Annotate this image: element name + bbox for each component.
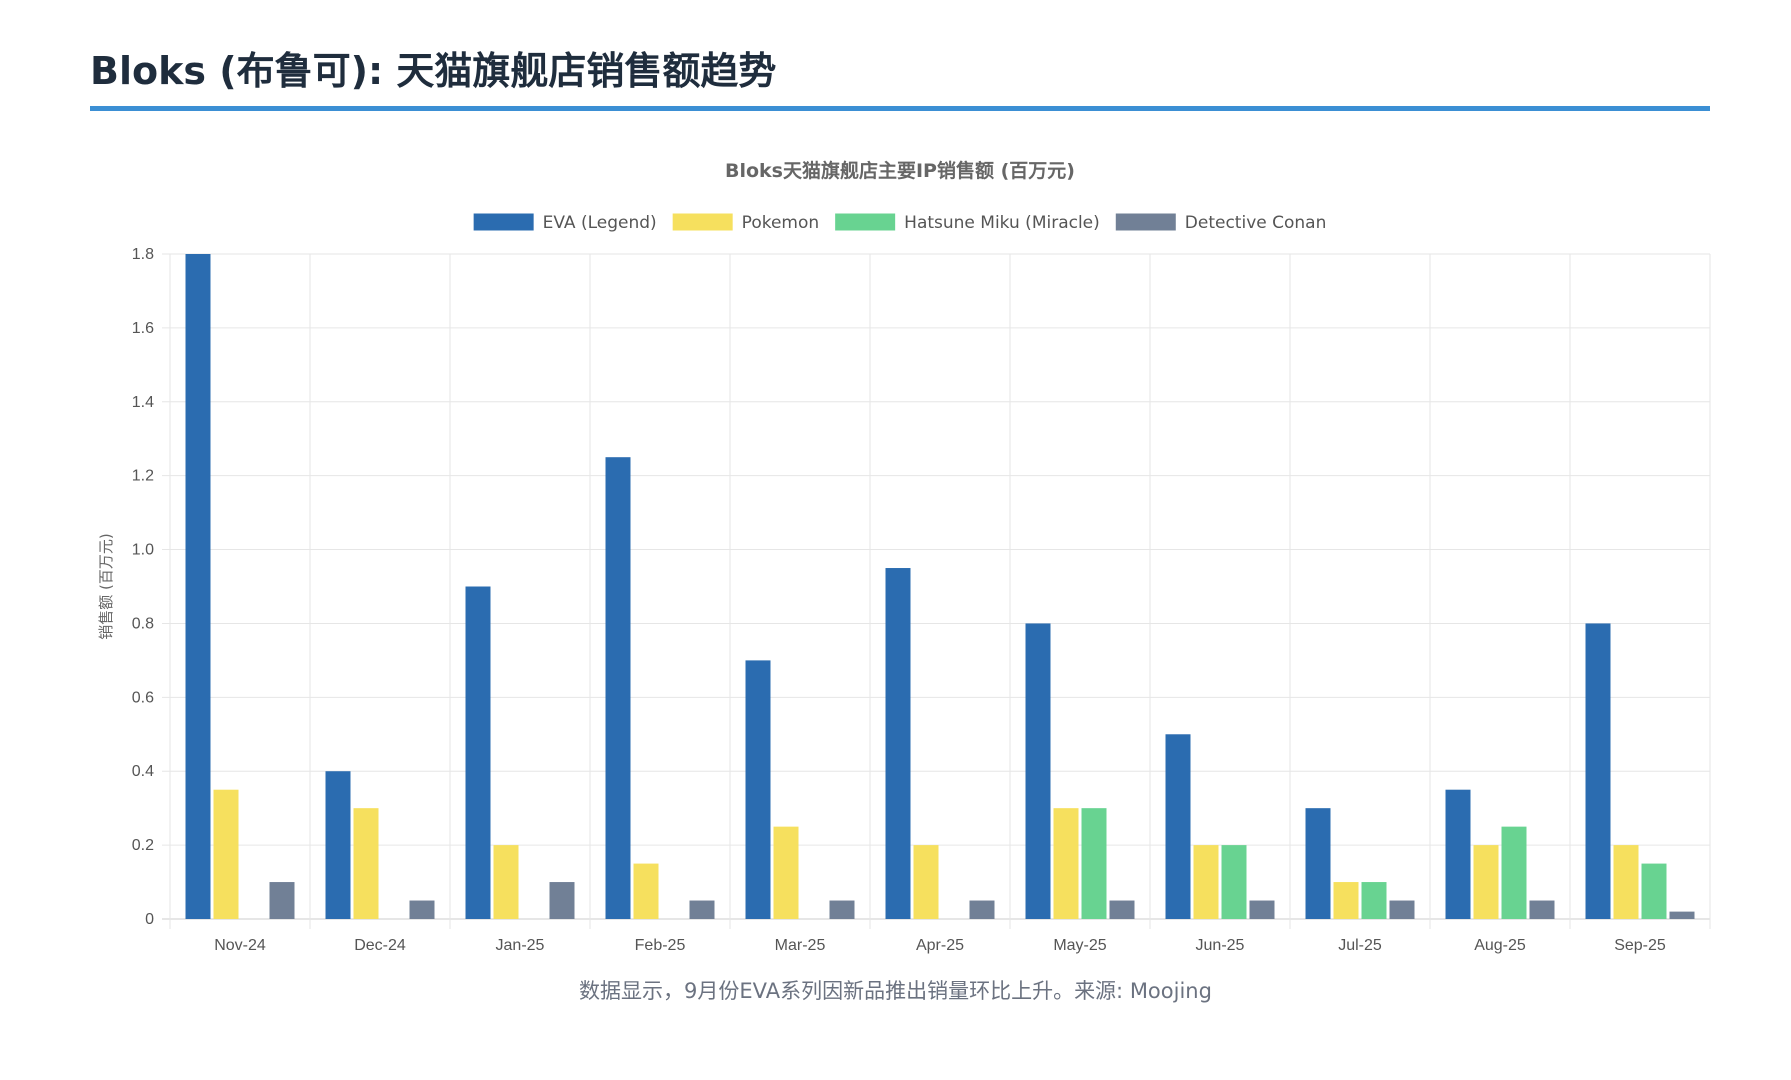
page-title: Bloks (布鲁可): 天猫旗舰店销售额趋势 bbox=[90, 49, 777, 93]
bar-2-9 bbox=[1501, 826, 1527, 919]
bar-2-7 bbox=[1221, 845, 1247, 919]
bar-0-5 bbox=[885, 568, 911, 919]
y-tick-label: 1.4 bbox=[132, 394, 154, 411]
legend-swatch-2 bbox=[835, 213, 896, 231]
bar-2-6 bbox=[1081, 808, 1107, 919]
y-axis-title: 销售额 (百万元) bbox=[97, 533, 115, 639]
legend-swatch-0 bbox=[473, 213, 534, 231]
bar-3-3 bbox=[689, 900, 715, 919]
chart-container: Bloks天猫旗舰店主要IP销售额 (百万元) EVA (Legend) Pokem… bbox=[0, 140, 1791, 1020]
bar-1-3 bbox=[633, 863, 659, 919]
y-tick-label: 0.2 bbox=[132, 837, 154, 854]
bar-1-9 bbox=[1473, 845, 1499, 919]
bar-0-9 bbox=[1445, 789, 1471, 919]
bar-0-10 bbox=[1585, 623, 1611, 919]
y-tick-label: 0.6 bbox=[132, 689, 154, 706]
bar-0-8 bbox=[1305, 808, 1331, 919]
x-tick-label: Apr-25 bbox=[916, 937, 964, 954]
bar-2-10 bbox=[1641, 863, 1667, 919]
bar-3-7 bbox=[1249, 900, 1275, 919]
bar-0-0 bbox=[185, 254, 211, 919]
legend-label-1: Pokemon bbox=[742, 213, 819, 233]
chart-title: Bloks天猫旗舰店主要IP销售额 (百万元) bbox=[725, 159, 1075, 182]
bar-0-4 bbox=[745, 660, 771, 919]
y-tick-label: 1.0 bbox=[132, 542, 154, 559]
bar-0-7 bbox=[1165, 734, 1191, 919]
legend-label-0: EVA (Legend) bbox=[543, 213, 657, 233]
bar-3-10 bbox=[1669, 911, 1695, 919]
bar-0-2 bbox=[465, 586, 491, 919]
bar-1-8 bbox=[1333, 882, 1359, 919]
bar-1-2 bbox=[493, 845, 519, 919]
legend-swatch-3 bbox=[1115, 213, 1176, 231]
bar-1-10 bbox=[1613, 845, 1639, 919]
bar-1-6 bbox=[1053, 808, 1079, 919]
bar-3-1 bbox=[409, 900, 435, 919]
x-tick-label: Mar-25 bbox=[775, 937, 826, 954]
bar-3-6 bbox=[1109, 900, 1135, 919]
x-tick-label: May-25 bbox=[1053, 937, 1106, 954]
x-tick-label: Dec-24 bbox=[354, 937, 406, 954]
bar-3-9 bbox=[1529, 900, 1555, 919]
legend-label-3: Detective Conan bbox=[1185, 213, 1327, 233]
bar-0-1 bbox=[325, 771, 351, 919]
y-tick-label: 0.4 bbox=[132, 763, 154, 780]
x-tick-label: Jan-25 bbox=[496, 937, 545, 954]
x-tick-label: Feb-25 bbox=[635, 937, 686, 954]
x-tick-label: Jun-25 bbox=[1196, 937, 1245, 954]
x-tick-label: Aug-25 bbox=[1474, 937, 1526, 954]
legend-swatch-1 bbox=[672, 213, 733, 231]
bar-3-0 bbox=[269, 882, 295, 919]
bar-3-8 bbox=[1389, 900, 1415, 919]
bar-3-5 bbox=[969, 900, 995, 919]
title-underline bbox=[90, 106, 1710, 111]
bar-1-0 bbox=[213, 789, 239, 919]
bar-chart: Bloks天猫旗舰店主要IP销售额 (百万元) EVA (Legend) Pokem… bbox=[97, 159, 1711, 954]
x-tick-label: Sep-25 bbox=[1614, 937, 1666, 954]
bar-3-4 bbox=[829, 900, 855, 919]
x-tick-label: Jul-25 bbox=[1338, 937, 1382, 954]
legend-label-2: Hatsune Miku (Miracle) bbox=[904, 213, 1100, 233]
bar-0-3 bbox=[605, 457, 631, 919]
y-tick-label: 1.8 bbox=[132, 246, 154, 263]
bar-1-1 bbox=[353, 808, 379, 919]
y-tick-label: 0 bbox=[145, 911, 154, 928]
bar-1-4 bbox=[773, 826, 799, 919]
bar-1-5 bbox=[913, 845, 939, 919]
y-tick-label: 1.2 bbox=[132, 468, 154, 485]
bar-2-8 bbox=[1361, 882, 1387, 919]
bar-3-2 bbox=[549, 882, 575, 919]
bar-0-6 bbox=[1025, 623, 1051, 919]
x-tick-label: Nov-24 bbox=[214, 937, 266, 954]
y-tick-label: 0.8 bbox=[132, 615, 154, 632]
bar-1-7 bbox=[1193, 845, 1219, 919]
chart-footnote: 数据显示，9月份EVA系列因新品推出销量环比上升。来源: Moojing bbox=[579, 979, 1212, 1003]
y-tick-label: 1.6 bbox=[132, 320, 154, 337]
